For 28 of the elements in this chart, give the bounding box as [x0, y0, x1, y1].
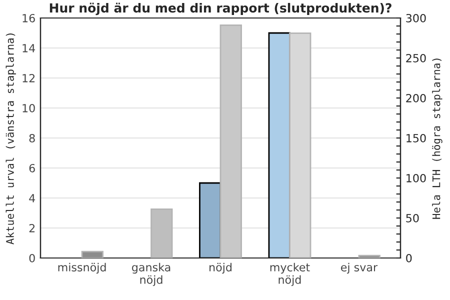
- y2-tick-label: 0: [406, 254, 412, 262]
- y2-axis-title: Hela LTH (högra staplarna): [432, 58, 442, 219]
- y-tick-label: 6: [29, 164, 35, 172]
- y-tick-label: 8: [29, 134, 35, 142]
- y-tick-label: 4: [29, 194, 36, 202]
- bar: [358, 254, 380, 258]
- y2-tick-label: 250: [406, 54, 426, 62]
- bar: [81, 250, 104, 258]
- y-tick-label: 10: [22, 104, 35, 112]
- chart-title: Hur nöjd är du med din rapport (slutprodukten)?: [50, 2, 392, 16]
- y2-tick-label: 50: [406, 214, 419, 222]
- y-axis-title: Aktuellt urval (vänstra staplarna): [6, 34, 16, 244]
- x-tick-label: mycket nöjd: [270, 262, 310, 286]
- y-tick-label: 12: [22, 74, 35, 82]
- y-tick-label: 0: [29, 254, 35, 262]
- y2-tick-label: 150: [406, 134, 426, 142]
- y-tick-label: 14: [22, 44, 36, 52]
- y2-tick-label: 100: [406, 174, 426, 182]
- y-tick-label: 16: [22, 14, 35, 22]
- x-tick-label: missnöjd: [58, 262, 106, 274]
- x-tick-label: ganska nöjd: [132, 262, 170, 286]
- bar: [150, 208, 173, 258]
- y2-tick-label: 300: [406, 14, 426, 22]
- x-tick-label: ej svar: [340, 262, 378, 274]
- bar: [220, 24, 242, 258]
- x-tick-label: nöjd: [210, 262, 232, 274]
- y2-tick-label: 200: [406, 94, 426, 102]
- y-tick-label: 2: [29, 224, 35, 232]
